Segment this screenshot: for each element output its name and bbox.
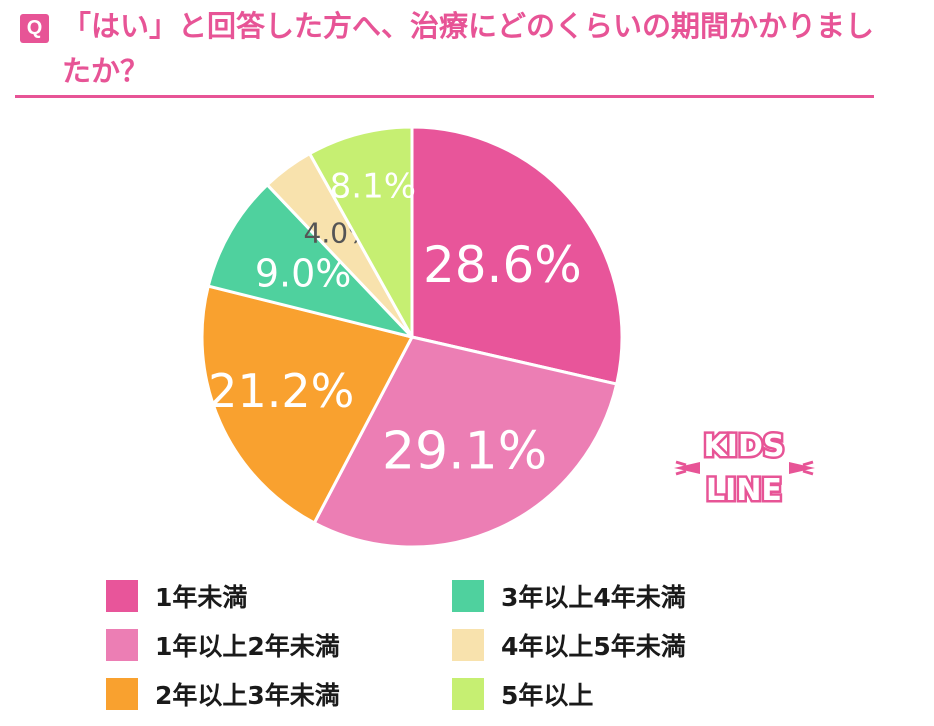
pie-slice-6 — [308, 125, 414, 339]
question-badge: Q — [20, 14, 49, 43]
legend-item-6: 5年以上 — [452, 676, 593, 712]
legend-label: 3年以上4年未満 — [501, 583, 686, 612]
legend-item-5: 4年以上5年未満 — [452, 627, 686, 663]
pie-slice-3 — [200, 284, 414, 525]
pie-slice-1 — [410, 125, 624, 386]
legend-label: 5年以上 — [501, 681, 594, 710]
legend-swatch — [106, 580, 138, 612]
slice-label-4: 9.0% — [255, 252, 352, 296]
slice-label-1: 28.6% — [423, 236, 582, 294]
pie-slice-2 — [312, 335, 619, 549]
pie-slice-4 — [206, 183, 414, 339]
legend-swatch — [452, 678, 484, 710]
legend-label: 2年以上3年未満 — [155, 681, 340, 710]
title-divider — [15, 95, 874, 98]
legend-swatch — [106, 629, 138, 661]
legend-item-3: 2年以上3年未満 — [106, 676, 340, 712]
legend-item-1: 1年未満 — [106, 578, 247, 614]
legend-item-4: 3年以上4年未満 — [452, 578, 686, 614]
legend-label: 4年以上5年未満 — [501, 632, 686, 661]
legend-swatch — [452, 629, 484, 661]
logo-line2: LINE — [706, 473, 782, 508]
kids-line-logo: KIDS LINE — [674, 427, 815, 510]
slice-label-6: 8.1% — [330, 167, 416, 207]
legend-swatch — [452, 580, 484, 612]
logo-line1: KIDS — [704, 429, 785, 464]
legend-item-2: 1年以上2年未満 — [106, 627, 340, 663]
legend-label: 1年以上2年未満 — [155, 632, 340, 661]
legend-label: 1年未満 — [155, 583, 248, 612]
legend-swatch — [106, 678, 138, 710]
slice-label-2: 29.1% — [382, 422, 547, 482]
slice-label-3: 21.2% — [208, 364, 354, 418]
logo-arms — [674, 460, 815, 476]
page-title: 「はい」と回答した方へ、治療にどのくらいの期間かかりましたか？ — [62, 9, 875, 88]
